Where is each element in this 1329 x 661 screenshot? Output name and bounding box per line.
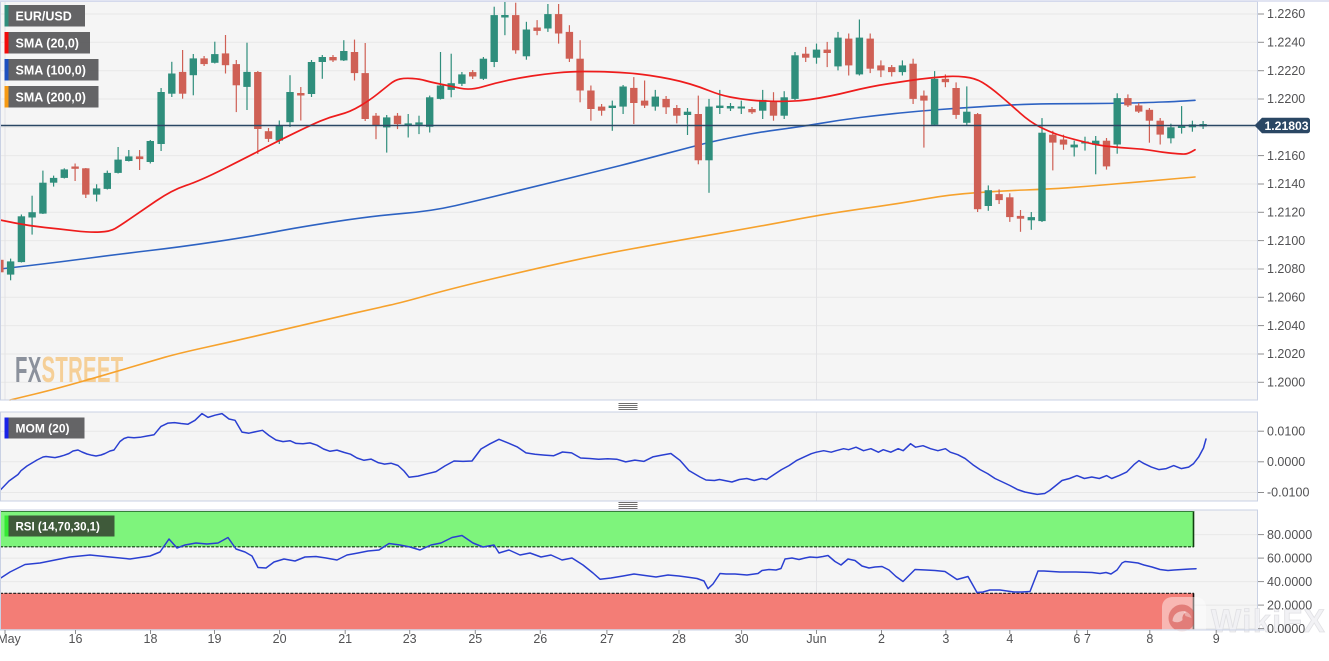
svg-text:RSI (14,70,30,1): RSI (14,70,30,1) bbox=[16, 522, 101, 534]
svg-text:80.0000: 80.0000 bbox=[1267, 528, 1312, 542]
svg-text:1.2080: 1.2080 bbox=[1267, 262, 1305, 276]
svg-text:19: 19 bbox=[208, 632, 222, 646]
svg-text:MOM (20): MOM (20) bbox=[16, 422, 70, 436]
svg-text:30: 30 bbox=[735, 632, 749, 646]
svg-text:-0.0100: -0.0100 bbox=[1267, 486, 1309, 500]
svg-text:1.2000: 1.2000 bbox=[1267, 376, 1305, 390]
svg-text:2: 2 bbox=[878, 632, 885, 646]
svg-text:16: 16 bbox=[69, 632, 83, 646]
svg-text:FXSTREET: FXSTREET bbox=[15, 351, 123, 390]
svg-text:May: May bbox=[0, 632, 22, 646]
svg-text:1.21803: 1.21803 bbox=[1265, 119, 1309, 133]
svg-text:0.0000: 0.0000 bbox=[1267, 455, 1305, 469]
svg-text:1.2220: 1.2220 bbox=[1267, 64, 1305, 78]
svg-text:28: 28 bbox=[672, 632, 686, 646]
svg-text:9: 9 bbox=[1213, 632, 1220, 646]
svg-text:23: 23 bbox=[403, 632, 417, 646]
svg-text:7: 7 bbox=[1084, 632, 1091, 646]
svg-text:EUR/USD: EUR/USD bbox=[16, 9, 72, 23]
svg-text:1.2260: 1.2260 bbox=[1267, 7, 1305, 21]
svg-text:1.2020: 1.2020 bbox=[1267, 347, 1305, 361]
svg-text:8: 8 bbox=[1146, 632, 1153, 646]
svg-text:6: 6 bbox=[1073, 632, 1080, 646]
svg-text:25: 25 bbox=[468, 632, 482, 646]
svg-text:27: 27 bbox=[600, 632, 614, 646]
svg-text:Jun: Jun bbox=[806, 632, 826, 646]
svg-text:20.0000: 20.0000 bbox=[1267, 598, 1312, 612]
svg-text:1.2140: 1.2140 bbox=[1267, 177, 1305, 191]
svg-text:1.2240: 1.2240 bbox=[1267, 36, 1305, 50]
svg-text:1.2160: 1.2160 bbox=[1267, 149, 1305, 163]
svg-text:WikiFX: WikiFX bbox=[1211, 603, 1326, 639]
svg-text:26: 26 bbox=[533, 632, 547, 646]
svg-text:1.2120: 1.2120 bbox=[1267, 206, 1305, 220]
svg-text:21: 21 bbox=[338, 632, 352, 646]
svg-text:1.2100: 1.2100 bbox=[1267, 234, 1305, 248]
svg-text:SMA (20,0): SMA (20,0) bbox=[16, 36, 79, 50]
svg-text:0.0100: 0.0100 bbox=[1267, 424, 1305, 438]
svg-text:SMA (200,0): SMA (200,0) bbox=[16, 90, 86, 104]
svg-text:0.0000: 0.0000 bbox=[1267, 622, 1305, 636]
svg-text:3: 3 bbox=[942, 632, 949, 646]
svg-text:1.2040: 1.2040 bbox=[1267, 319, 1305, 333]
svg-text:SMA (100,0): SMA (100,0) bbox=[16, 63, 86, 77]
svg-text:4: 4 bbox=[1006, 632, 1013, 646]
svg-text:60.0000: 60.0000 bbox=[1267, 551, 1312, 565]
svg-text:1.2200: 1.2200 bbox=[1267, 92, 1305, 106]
svg-text:18: 18 bbox=[144, 632, 158, 646]
svg-text:40.0000: 40.0000 bbox=[1267, 575, 1312, 589]
svg-text:20: 20 bbox=[273, 632, 287, 646]
svg-text:1.2060: 1.2060 bbox=[1267, 291, 1305, 305]
